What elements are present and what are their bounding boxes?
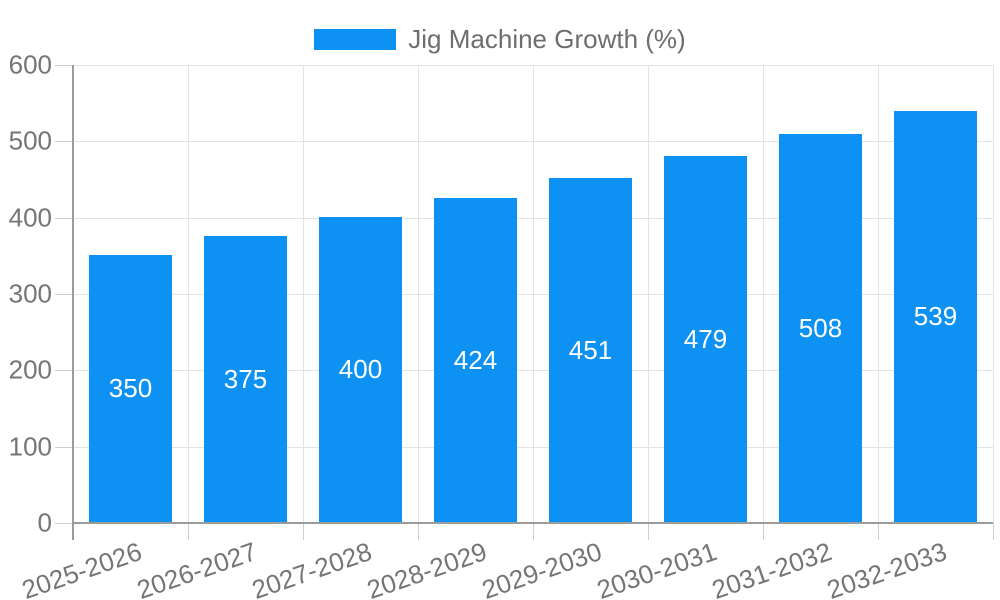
bar[interactable]: 400 [319, 216, 402, 522]
x-tick-label: 2025-2026 [18, 536, 146, 600]
x-axis-tick [648, 523, 649, 540]
y-axis-line [72, 65, 74, 540]
bar-value-label: 539 [913, 301, 958, 332]
bar[interactable]: 424 [434, 198, 517, 522]
x-tick-label: 2029-2030 [478, 536, 606, 600]
bar-value-label: 424 [453, 345, 498, 376]
x-axis-tick [993, 523, 994, 540]
y-tick-label: 300 [8, 278, 52, 309]
x-gridline [303, 65, 304, 523]
y-axis-tick [55, 141, 73, 143]
x-axis-tick [418, 523, 419, 540]
y-axis-tick [55, 217, 73, 219]
bar[interactable]: 451 [549, 177, 632, 522]
x-axis-line [72, 522, 993, 524]
y-tick-label: 600 [8, 49, 52, 80]
bar-value-label: 451 [568, 334, 613, 365]
y-tick-label: 400 [8, 202, 52, 233]
x-gridline [878, 65, 879, 523]
x-axis-tick [878, 523, 879, 540]
x-tick-label: 2028-2029 [363, 536, 491, 600]
x-axis-tick [533, 523, 534, 540]
x-gridline [993, 65, 994, 523]
x-gridline [763, 65, 764, 523]
x-axis-tick [188, 523, 189, 540]
legend[interactable]: Jig Machine Growth (%) [0, 24, 1000, 55]
y-axis-tick [55, 523, 73, 524]
bar-value-label: 400 [338, 354, 383, 385]
bar-value-label: 479 [683, 324, 728, 355]
x-gridline [533, 65, 534, 523]
x-axis-tick [303, 523, 304, 540]
y-tick-label: 500 [8, 125, 52, 156]
y-axis-tick [55, 65, 73, 66]
y-tick-label: 100 [8, 431, 52, 462]
y-axis-tick [55, 294, 73, 295]
y-tick-label: 200 [8, 354, 52, 385]
y-axis-tick [55, 446, 73, 448]
bar[interactable]: 350 [89, 254, 172, 522]
x-gridline [188, 65, 189, 523]
x-gridline [648, 65, 649, 523]
bar-value-label: 508 [798, 313, 843, 344]
bar-value-label: 350 [108, 373, 153, 404]
y-axis-tick [55, 370, 73, 372]
x-tick-label: 2032-2033 [823, 536, 951, 600]
legend-label: Jig Machine Growth (%) [408, 24, 686, 54]
x-tick-label: 2027-2028 [248, 536, 376, 600]
x-tick-label: 2031-2032 [708, 536, 836, 600]
bar[interactable]: 479 [664, 156, 747, 522]
x-tick-label: 2026-2027 [133, 536, 261, 600]
y-tick-label: 0 [37, 507, 52, 538]
bar[interactable]: 539 [894, 110, 977, 522]
x-tick-label: 2030-2031 [593, 536, 721, 600]
bar-value-label: 375 [223, 363, 268, 394]
x-gridline [418, 65, 419, 523]
bar[interactable]: 508 [779, 134, 862, 522]
legend-swatch-icon [314, 29, 397, 50]
bar[interactable]: 375 [204, 235, 287, 522]
x-axis-tick [763, 523, 764, 540]
